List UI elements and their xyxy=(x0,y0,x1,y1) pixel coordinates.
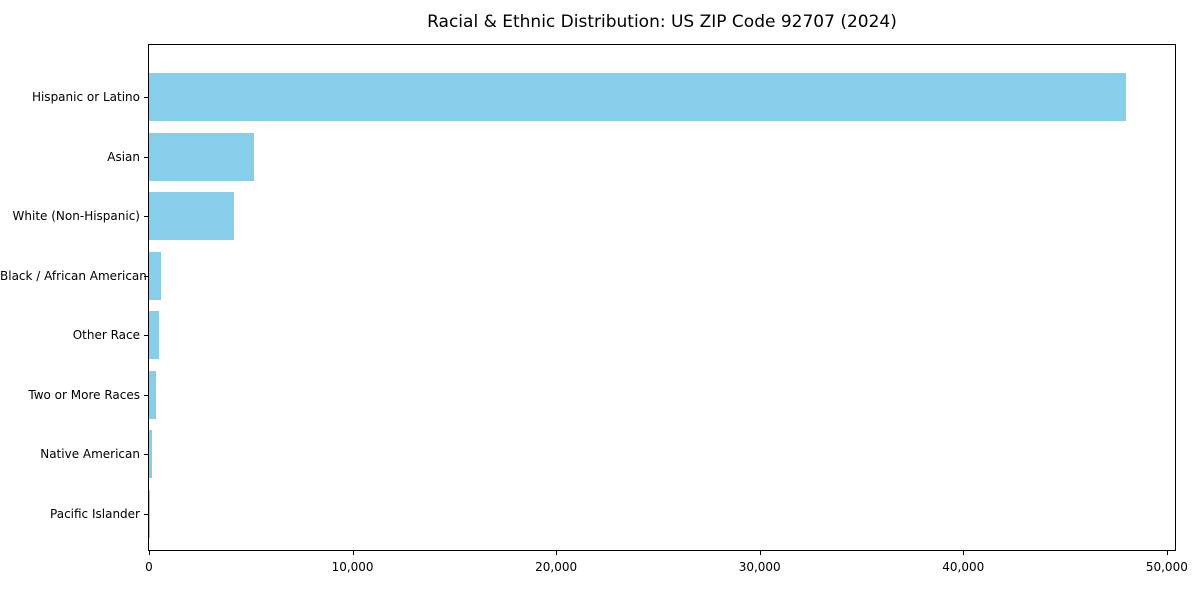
x-tick-mark xyxy=(963,551,965,555)
y-tick-mark xyxy=(144,156,148,158)
y-tick-mark xyxy=(144,394,148,396)
x-tick-label: 50,000 xyxy=(1145,560,1188,574)
x-tick-label: 40,000 xyxy=(942,560,985,574)
y-tick-label-pacific-islander: Pacific Islander xyxy=(50,506,140,521)
y-tick-mark xyxy=(144,216,148,217)
y-tick-label-black-african-american: Black / African American xyxy=(0,268,147,283)
x-tick-mark xyxy=(556,551,558,555)
bar-two-or-more-races xyxy=(149,370,156,419)
x-tick-mark xyxy=(352,551,354,555)
bar-hispanic-or-latino xyxy=(149,73,1127,121)
y-tick-mark xyxy=(144,513,148,515)
x-tick-mark xyxy=(1166,551,1168,555)
x-tick-label: 20,000 xyxy=(535,560,578,574)
bar-white-non-hispanic xyxy=(149,192,235,240)
y-tick-label-native-american: Native American xyxy=(40,447,140,461)
y-tick-label-other-race: Other Race xyxy=(72,328,140,342)
plot-area xyxy=(148,44,1176,551)
bar-asian xyxy=(149,132,254,181)
x-tick-label: 30,000 xyxy=(738,560,781,574)
x-tick-mark xyxy=(759,551,761,555)
y-tick-label-asian: Asian xyxy=(107,149,140,164)
bar-native-american xyxy=(149,430,153,478)
y-tick-mark xyxy=(144,454,148,455)
bar-black-african-american xyxy=(149,251,162,300)
y-tick-mark xyxy=(144,97,148,98)
y-tick-label-hispanic-or-latino: Hispanic or Latino xyxy=(31,90,140,104)
chart-title: Racial & Ethnic Distribution: US ZIP Cod… xyxy=(427,12,897,32)
y-tick-label-two-or-more-races: Two or More Races xyxy=(28,387,140,402)
x-tick-label: 10,000 xyxy=(331,560,374,574)
x-tick-label: 0 xyxy=(145,560,153,574)
y-tick-mark xyxy=(144,335,148,336)
x-tick-mark xyxy=(149,551,150,555)
y-tick-label-white-non-hispanic: White (Non-Hispanic) xyxy=(12,209,140,223)
bar-other-race xyxy=(149,311,159,359)
y-tick-mark xyxy=(144,275,148,277)
